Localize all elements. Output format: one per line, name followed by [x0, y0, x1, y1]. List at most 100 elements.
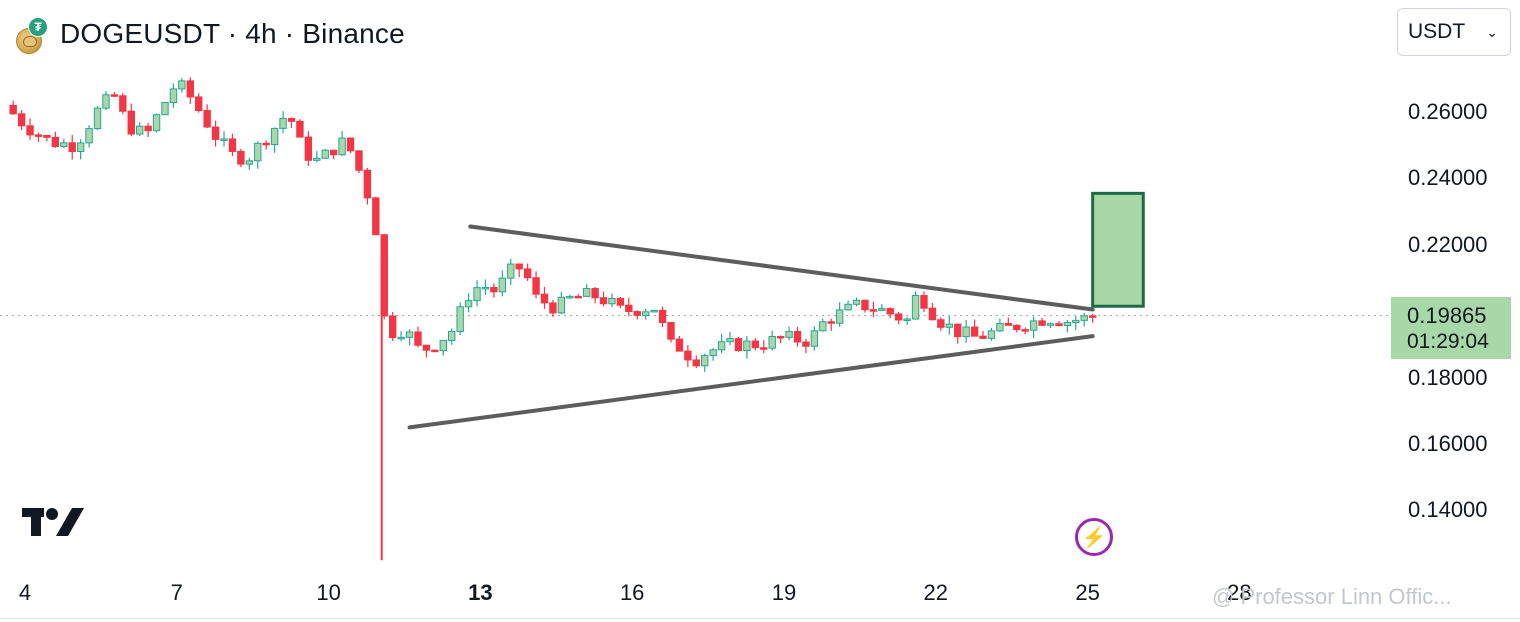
candle-down: [144, 122, 152, 137]
candle-down: [658, 306, 667, 328]
candle-down: [954, 323, 962, 344]
candle-down: [304, 131, 313, 167]
currency-selector[interactable]: USDT ⌄: [1397, 8, 1511, 56]
candle-down: [979, 331, 987, 339]
candle-up: [1080, 312, 1088, 327]
candle-up: [464, 293, 473, 313]
candle-down: [861, 299, 869, 313]
candle-down: [616, 296, 625, 309]
symbol-header[interactable]: ₮ DOGEUSDT · 4h · Binance: [14, 14, 405, 54]
candle-down: [414, 326, 422, 348]
candle-down: [675, 335, 684, 352]
candle-down: [734, 336, 743, 352]
candle-down: [262, 140, 270, 150]
candle-down: [692, 355, 700, 369]
candle-up: [338, 131, 346, 156]
candle-up: [557, 291, 566, 315]
candle-down: [186, 77, 194, 104]
candle-down: [684, 345, 692, 367]
candle-down: [431, 349, 439, 353]
candle-down: [17, 110, 26, 130]
candle-up: [785, 326, 793, 341]
candle-down: [287, 117, 296, 128]
candle-down: [211, 120, 220, 147]
candle-up: [650, 309, 658, 313]
candle-up: [161, 101, 169, 116]
target-rectangle[interactable]: [1091, 191, 1145, 308]
candle-up: [768, 330, 776, 351]
target-box[interactable]: [1091, 191, 1145, 308]
candle-up: [85, 125, 93, 148]
candle-down: [970, 319, 979, 337]
symbol-title: DOGEUSDT · 4h · Binance: [60, 18, 405, 49]
price-axis-label: 0.16000: [1408, 431, 1488, 456]
candle-up: [279, 111, 287, 134]
candle-up: [844, 300, 852, 311]
candle-down: [549, 299, 557, 317]
candle-down: [203, 104, 211, 129]
candle-down: [127, 103, 135, 137]
time-axis-label: 19: [771, 580, 797, 605]
time-axis-label: 28: [1227, 580, 1252, 605]
trendline-upper[interactable]: [468, 224, 1095, 312]
time-axis-label: 10: [316, 580, 341, 605]
candle-up: [835, 302, 844, 327]
candle-up: [743, 336, 751, 359]
candle-up: [507, 258, 515, 286]
candle-down: [110, 92, 119, 98]
candle-down: [195, 93, 203, 113]
candle-down: [26, 118, 34, 140]
candle-down: [937, 317, 945, 331]
candle-down: [760, 340, 768, 354]
candle-down: [540, 286, 549, 309]
tradingview-logo-icon[interactable]: [22, 504, 84, 536]
candle-down: [532, 271, 540, 299]
candle-up: [582, 284, 591, 297]
currency-value: USDT: [1408, 20, 1466, 43]
candle-down: [802, 338, 810, 354]
candle-down: [591, 287, 599, 304]
candle-up: [1046, 322, 1055, 329]
candle-down: [574, 293, 582, 299]
candle-down: [1038, 317, 1046, 326]
candle-down: [296, 119, 304, 138]
candle-down: [894, 311, 903, 325]
candle-up: [313, 151, 321, 163]
candle-up: [709, 347, 717, 361]
candle-down: [928, 303, 937, 321]
time-axis-label: 4: [18, 580, 32, 605]
candle-up: [60, 138, 68, 148]
chevron-down-icon: ⌄: [1486, 23, 1498, 40]
candle-down: [346, 137, 355, 154]
price-axis-label: 0.22000: [1408, 231, 1488, 257]
candle-down: [827, 318, 835, 331]
candle-down: [1004, 317, 1013, 326]
candle-up: [448, 328, 456, 345]
candle-down: [869, 301, 878, 318]
watermark: @ Professor Linn Offic...: [1212, 584, 1452, 609]
trendlines[interactable]: [407, 224, 1095, 430]
candle-up: [93, 105, 102, 131]
price-axis-label: 0.14000: [1408, 497, 1488, 523]
candle-down: [228, 133, 237, 157]
candle-up: [911, 291, 920, 320]
candle-down: [43, 134, 51, 142]
candle-up: [962, 320, 970, 343]
candle-up: [1063, 319, 1072, 333]
candle-down: [355, 150, 363, 174]
candle-down: [237, 148, 245, 168]
time-axis-label: 7: [170, 580, 183, 605]
candle-up: [169, 83, 178, 108]
flash-icon[interactable]: ⚡: [1075, 518, 1113, 556]
candle-down: [776, 335, 785, 344]
time-axis-label: 13: [468, 580, 493, 605]
price-axis-label: 0.26000: [1408, 99, 1488, 124]
candle-down: [625, 297, 633, 317]
candle-up: [987, 327, 996, 341]
candle-up: [717, 333, 726, 354]
bar-countdown: 01:29:04: [1407, 330, 1489, 353]
candle-down: [9, 100, 17, 115]
trendline-lower[interactable]: [407, 334, 1095, 430]
candle-down: [329, 149, 338, 160]
